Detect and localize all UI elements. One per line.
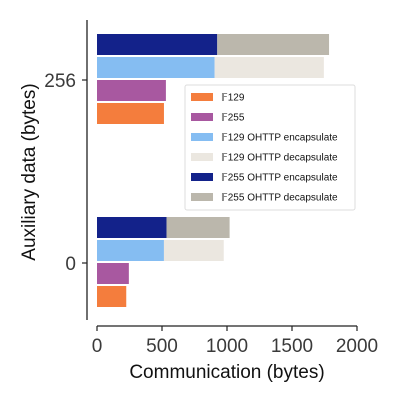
y-tick-label: 256 xyxy=(44,71,76,92)
legend: 𝔽129 𝔽255 𝔽129 OHTTP encapsulate 𝔽129 OHTTP… xyxy=(184,84,356,211)
bar-255-ohttp-encapsulate-cat-0 xyxy=(97,217,167,238)
bar-129-ohttp-encapsulate-cat-0 xyxy=(97,240,164,261)
bar-129-ohttp-encapsulate-cat-256 xyxy=(97,57,215,78)
bar-255-ohttp-decapsulate-cat-0 xyxy=(166,217,230,238)
bar-255-cat-256 xyxy=(97,80,166,101)
bar-255-ohttp-encapsulate-cat-256 xyxy=(97,34,218,55)
bar-129-ohttp-decapsulate-cat-0 xyxy=(163,240,224,261)
x-tick-label: 2000 xyxy=(336,336,378,357)
x-tick-label: 0 xyxy=(92,336,103,357)
legend-frame xyxy=(184,84,356,211)
legend-label-129: 𝔽129 xyxy=(221,93,245,104)
y-axis-title: Auxiliary data (bytes) xyxy=(19,83,40,260)
legend-label-255-ohttp-decapsulate: 𝔽255 OHTTP decapsulate xyxy=(221,193,338,204)
bars-group xyxy=(97,34,330,307)
bar-129-cat-256 xyxy=(97,103,164,124)
bar-255-cat-0 xyxy=(97,263,129,284)
legend-label-255-ohttp-encapsulate: 𝔽255 OHTTP encapsulate xyxy=(221,173,338,184)
legend-label-255: 𝔽255 xyxy=(221,113,245,124)
x-tick-label: 1500 xyxy=(271,336,313,357)
legend-swatch-129-ohttp-encapsulate xyxy=(191,133,213,141)
bar-129-cat-0 xyxy=(97,286,127,307)
bar-129-ohttp-decapsulate-cat-256 xyxy=(214,57,324,78)
x-axis-title: Communication (bytes) xyxy=(129,362,324,383)
x-tick-label: 1000 xyxy=(206,336,248,357)
legend-label-129-ohttp-encapsulate: 𝔽129 OHTTP encapsulate xyxy=(221,133,338,144)
x-tick-label: 500 xyxy=(146,336,178,357)
legend-swatch-255 xyxy=(191,113,213,121)
legend-label-129-ohttp-decapsulate: 𝔽129 OHTTP decapsulate xyxy=(221,153,338,164)
legend-swatch-255-ohttp-decapsulate xyxy=(191,193,213,201)
legend-swatch-255-ohttp-encapsulate xyxy=(191,173,213,181)
y-ticks: 0 256 xyxy=(44,71,87,275)
legend-swatch-129-ohttp-decapsulate xyxy=(191,153,213,161)
bar-255-ohttp-decapsulate-cat-256 xyxy=(217,34,330,55)
y-tick-label: 0 xyxy=(65,254,76,275)
x-ticks: 0 500 1000 1500 2000 xyxy=(92,326,378,357)
legend-swatch-129 xyxy=(191,93,213,101)
